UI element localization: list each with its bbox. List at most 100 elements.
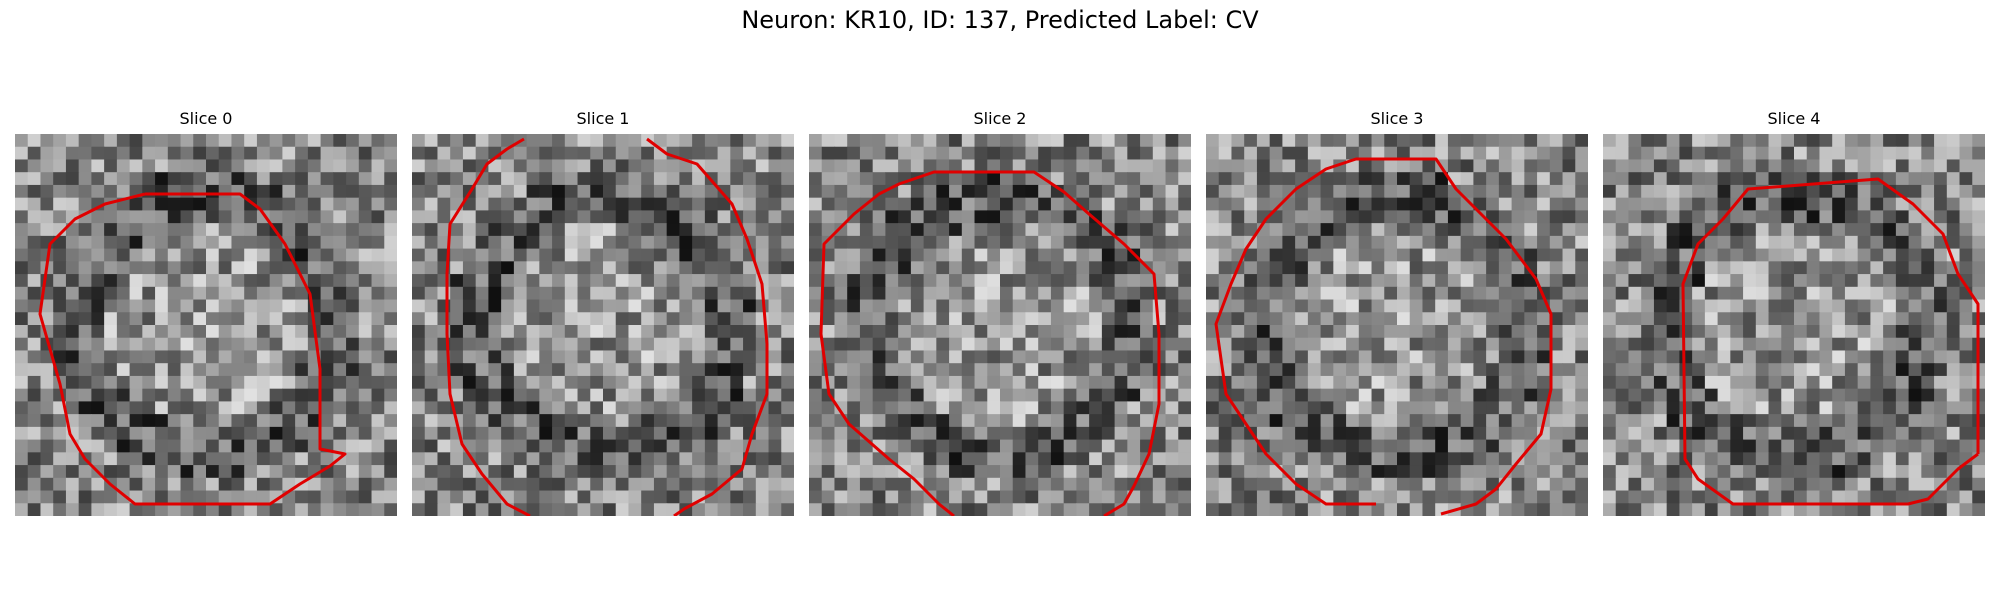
pixel-cell — [15, 261, 29, 275]
pixel-cell — [1603, 388, 1617, 402]
pixel-cell — [692, 286, 706, 301]
pixel-cell — [129, 223, 143, 237]
pixel-cell — [730, 299, 744, 313]
pixel-cell — [666, 439, 680, 453]
pixel-cell — [91, 426, 105, 441]
pixel-cell — [424, 159, 439, 173]
pixel-cell — [116, 235, 131, 250]
pixel-cell — [295, 184, 309, 199]
pixel-cell — [15, 197, 29, 211]
pixel-cell — [1806, 299, 1821, 313]
pixel-cell — [552, 503, 566, 516]
pixel-cell — [1628, 388, 1642, 402]
pixel-cell — [1743, 375, 1757, 390]
pixel-cell — [1603, 363, 1617, 377]
pixel-cell — [1755, 490, 1770, 504]
pixel-cell — [488, 184, 502, 199]
pixel-cell — [78, 439, 92, 453]
pixel-cell — [104, 146, 118, 161]
pixel-cell — [1114, 146, 1128, 161]
pixel-cell — [834, 503, 848, 516]
pixel-cell — [1511, 210, 1525, 224]
pixel-cell — [1012, 337, 1027, 352]
pixel-cell — [1832, 197, 1846, 211]
pixel-cell — [307, 439, 322, 453]
pixel-cell — [872, 248, 886, 262]
pixel-cell — [755, 172, 770, 186]
pixel-cell — [1666, 172, 1680, 186]
pixel-cell — [1511, 414, 1525, 428]
pixel-cell — [104, 490, 118, 504]
pixel-cell — [974, 325, 988, 339]
pixel-cell — [936, 312, 950, 326]
pixel-cell — [358, 274, 373, 288]
pixel-cell — [1895, 197, 1910, 211]
pixel-cell — [104, 274, 118, 288]
pixel-cell — [936, 414, 950, 428]
pixel-cell — [1050, 426, 1065, 441]
pixel-cell — [1844, 325, 1859, 339]
pixel-cell — [129, 439, 143, 453]
pixel-cell — [1653, 235, 1668, 250]
pixel-cell — [104, 414, 118, 428]
pixel-cell — [155, 299, 169, 313]
pixel-cell — [1603, 197, 1617, 211]
pixel-cell — [180, 477, 194, 492]
pixel-cell — [1549, 452, 1564, 466]
pixel-cell — [40, 465, 54, 479]
slice-panel-0: Slice 0 — [15, 106, 397, 516]
pixel-cell — [936, 325, 950, 339]
pixel-cell — [936, 503, 950, 516]
pixel-cell — [1908, 325, 1922, 339]
pixel-cell — [1231, 210, 1245, 224]
pixel-cell — [1244, 159, 1258, 173]
pixel-cell — [885, 235, 899, 250]
pixel-cell — [501, 210, 515, 224]
pixel-cell — [1358, 363, 1373, 377]
pixel-cell — [256, 299, 271, 313]
pixel-cell — [1575, 439, 1588, 453]
pixel-cell — [1178, 325, 1191, 339]
pixel-cell — [462, 363, 477, 377]
pixel-cell — [1076, 134, 1090, 148]
pixel-cell — [768, 325, 782, 339]
pixel-cell — [218, 299, 233, 313]
pixel-cell — [628, 337, 642, 352]
pixel-cell — [142, 477, 156, 492]
pixel-cell — [371, 414, 385, 428]
pixel-cell — [320, 184, 334, 199]
pixel-cell — [1473, 465, 1487, 479]
pixel-cell — [1346, 477, 1360, 492]
pixel-cell — [1511, 274, 1525, 288]
pixel-cell — [1358, 414, 1373, 428]
pixel-cell — [885, 312, 899, 326]
pixel-cell — [1832, 503, 1846, 516]
pixel-cell — [615, 159, 630, 173]
pixel-cell — [1140, 414, 1154, 428]
pixel-cell — [961, 452, 976, 466]
pixel-cell — [1603, 248, 1617, 262]
pixel-cell — [730, 414, 744, 428]
pixel-cell — [1127, 274, 1141, 288]
pixel-cell — [666, 210, 680, 224]
pixel-cell — [1089, 414, 1103, 428]
pixel-cell — [1704, 414, 1719, 428]
pixel-cell — [1537, 172, 1551, 186]
pixel-cell — [1333, 375, 1347, 390]
slice-image — [412, 134, 794, 516]
pixel-cell — [1743, 223, 1757, 237]
pixel-cell — [603, 274, 617, 288]
pixel-cell — [1178, 363, 1191, 377]
pixel-cell — [1165, 134, 1179, 148]
pixel-cell — [1959, 439, 1973, 453]
pixel-cell — [1000, 401, 1014, 415]
pixel-cell — [462, 350, 477, 364]
pixel-cell — [526, 477, 540, 492]
pixel-cell — [104, 286, 118, 301]
pixel-cell — [1038, 426, 1052, 441]
pixel-cell — [358, 503, 373, 516]
pixel-cell — [40, 299, 54, 313]
pixel-cell — [1486, 503, 1500, 516]
pixel-cell — [809, 248, 823, 262]
pixel-cell — [475, 286, 489, 301]
